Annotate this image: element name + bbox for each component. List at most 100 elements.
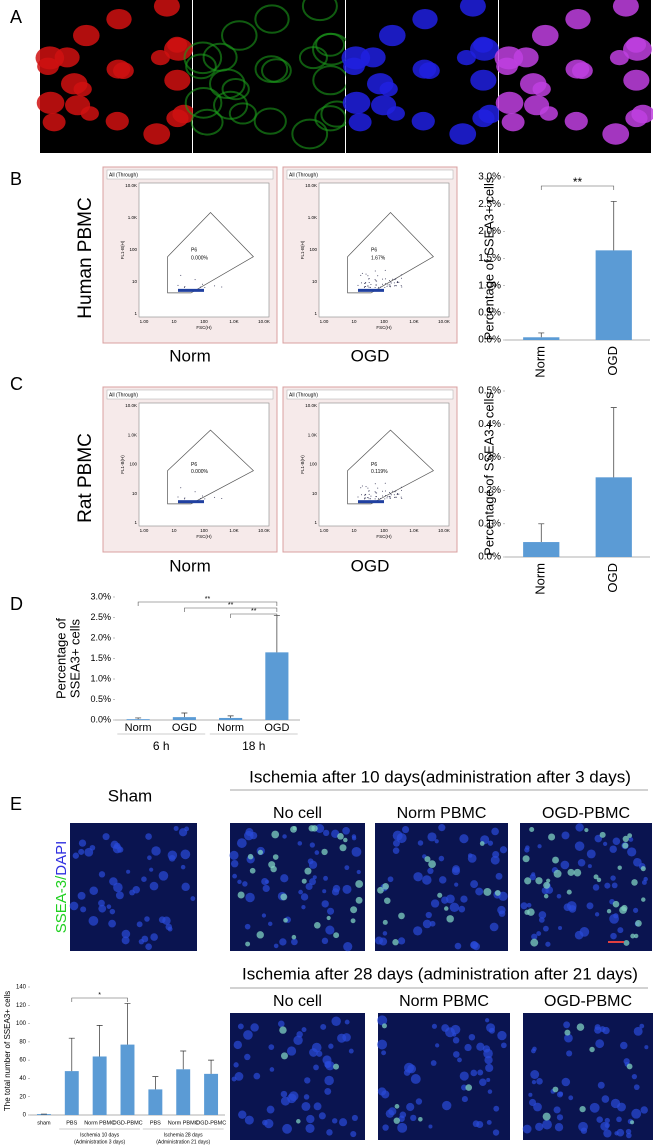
nucleus <box>609 845 617 853</box>
nucleus <box>427 867 434 875</box>
nucleus <box>587 864 592 869</box>
ssea3-cell <box>382 919 388 925</box>
nucleus <box>603 1129 612 1138</box>
nucleus <box>476 1120 484 1129</box>
nucleus <box>321 900 329 908</box>
event <box>364 286 366 288</box>
nucleus <box>250 1023 259 1032</box>
nucleus <box>633 1084 640 1091</box>
flow-plot <box>138 402 270 527</box>
nucleus <box>145 943 152 951</box>
ssea3-cell <box>552 1086 559 1093</box>
nucleus <box>261 877 269 886</box>
nucleus <box>625 109 648 128</box>
nucleus <box>449 123 477 145</box>
y-tick-label: 0.4% <box>478 419 501 430</box>
nucleus <box>314 850 320 855</box>
ssea3-cell <box>543 893 549 899</box>
significance-label: * <box>98 992 101 999</box>
nucleus <box>36 91 65 114</box>
event <box>370 284 372 286</box>
cell <box>315 32 346 57</box>
ssea3-cell <box>524 909 530 915</box>
event <box>374 279 376 281</box>
nucleus <box>484 1018 490 1023</box>
nucleus <box>309 842 315 848</box>
y-tick-label: 40 <box>19 1076 26 1082</box>
ssea3-cell <box>542 1112 551 1121</box>
x-tick-label: Norm <box>125 722 152 734</box>
error-bar <box>538 332 545 338</box>
event <box>374 491 376 493</box>
nucleus <box>603 841 608 846</box>
nucleus <box>500 1042 507 1049</box>
nucleus <box>326 1129 333 1136</box>
nucleus <box>301 1027 307 1033</box>
event <box>397 281 399 283</box>
nucleus <box>249 831 258 840</box>
nucleus <box>339 1118 348 1127</box>
flow-x-label: FSC(H) <box>196 534 212 539</box>
nucleus <box>89 886 99 896</box>
ssea3-cell <box>355 880 364 888</box>
flow-x-tick: 100 <box>380 528 388 533</box>
event <box>194 491 196 493</box>
ssea3-cell <box>612 900 620 908</box>
row-label: Human PBMC <box>75 197 96 318</box>
nucleus <box>492 1129 500 1136</box>
flow-y-tick: 1 <box>314 520 317 525</box>
event <box>400 496 402 498</box>
event <box>177 496 179 498</box>
event <box>183 286 185 288</box>
ssea3-cell <box>313 921 321 929</box>
nucleus <box>377 1015 388 1026</box>
group-label: Ischemia 10 days <box>80 1132 119 1138</box>
event <box>379 286 381 288</box>
cell <box>291 118 329 150</box>
ssea3-cell <box>437 892 443 898</box>
nucleus <box>297 841 303 846</box>
gate <box>347 211 434 294</box>
cell <box>228 102 257 125</box>
flow-y-label: FL1-B(H) <box>120 240 125 259</box>
y-tick-label: 1.5% <box>478 253 501 264</box>
nucleus <box>596 1116 603 1123</box>
event <box>365 273 367 275</box>
event <box>365 497 367 499</box>
flow-x-tick: 100 <box>200 319 208 324</box>
nucleus <box>594 912 600 917</box>
nucleus <box>323 829 330 837</box>
nucleus <box>535 1122 544 1131</box>
nucleus <box>145 833 152 840</box>
event <box>395 278 397 280</box>
event <box>363 282 365 284</box>
ssea3-cell <box>257 849 264 855</box>
y-tick-label: 1.0% <box>478 280 501 291</box>
nucleus <box>498 910 506 917</box>
flow-header-text: All (Through) <box>289 172 318 178</box>
y-tick-label: 60 <box>19 1058 26 1064</box>
ssea3-cell <box>617 865 622 870</box>
event <box>180 487 182 489</box>
channel-label: SSEA3 <box>197 133 249 150</box>
flow-header <box>286 169 454 180</box>
nucleus <box>488 1027 495 1034</box>
event-band <box>358 288 384 292</box>
nucleus <box>243 1030 253 1040</box>
event <box>395 496 397 498</box>
event <box>393 494 395 496</box>
nucleus <box>459 0 486 17</box>
y-tick-label: 20 <box>19 1094 26 1100</box>
nucleus <box>238 1110 247 1119</box>
ssea3-cell <box>633 933 639 939</box>
ssea3-cell <box>446 915 454 923</box>
x-tick-label: Norm PBMC <box>84 1120 115 1126</box>
nucleus <box>586 849 596 859</box>
nucleus <box>417 840 424 846</box>
group-label: 18 h <box>242 739 265 753</box>
nucleus <box>109 908 116 915</box>
nucleus <box>136 921 143 928</box>
x-tick-label: OGD <box>172 722 197 734</box>
nucleus <box>439 876 447 884</box>
nucleus <box>464 1043 472 1052</box>
